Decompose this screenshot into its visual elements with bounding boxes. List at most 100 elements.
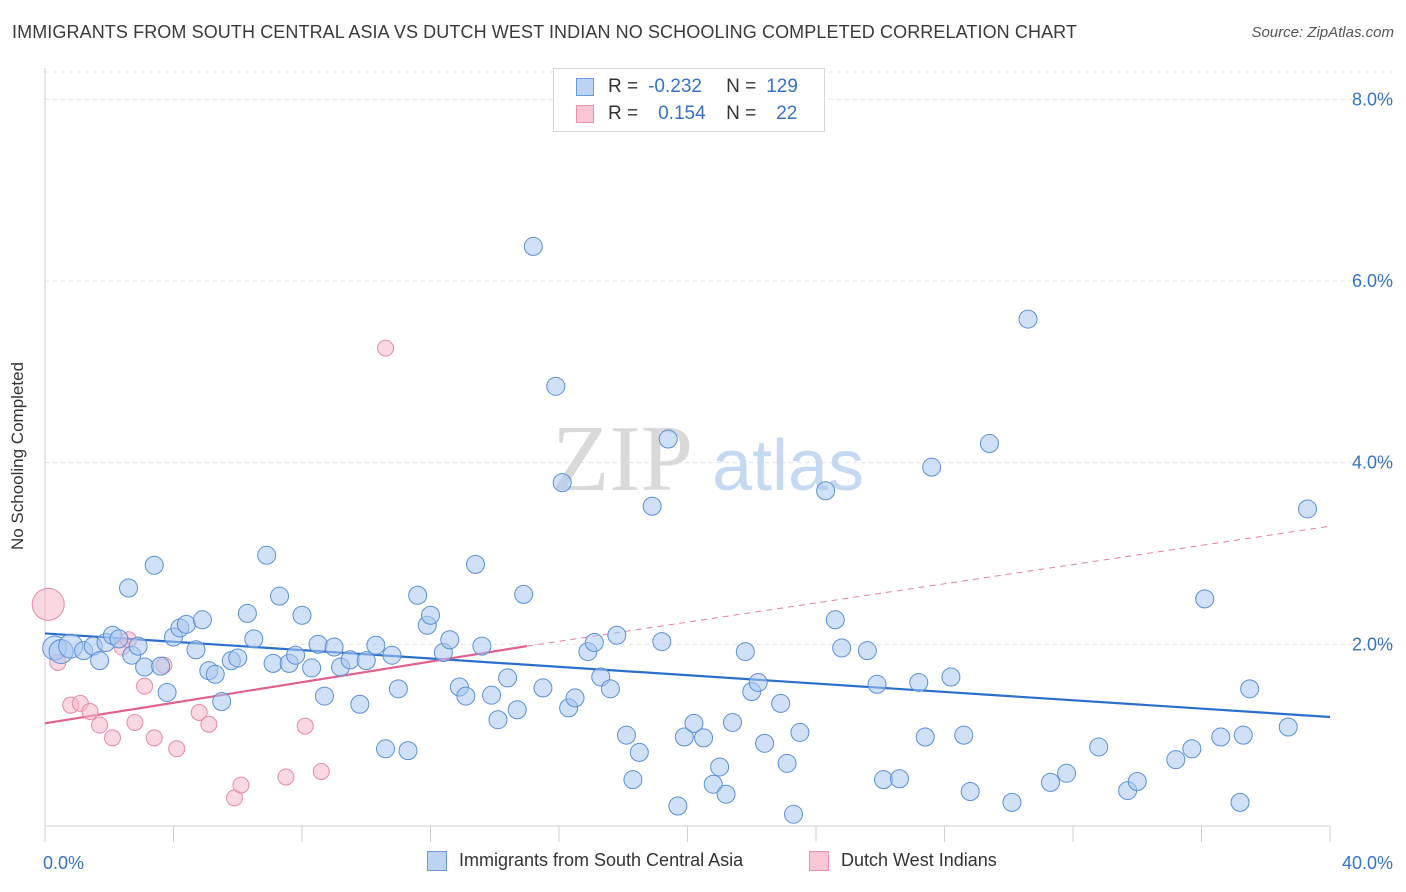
data-point-south-central-asia — [642, 496, 662, 516]
series-swatch-pink — [809, 850, 829, 871]
data-point-south-central-asia — [922, 457, 942, 477]
data-point-dutch-west-indians — [190, 703, 208, 721]
legend-n-value: 129 — [766, 76, 798, 97]
axis-layer — [44, 68, 1331, 842]
data-point-south-central-asia — [735, 642, 755, 662]
data-point-south-central-asia — [270, 586, 290, 606]
data-point-south-central-asia — [1089, 737, 1109, 757]
data-point-south-central-asia — [507, 700, 527, 720]
data-point-south-central-asia — [109, 629, 129, 649]
data-point-south-central-asia — [157, 682, 177, 702]
data-point-south-central-asia — [308, 634, 328, 654]
data-point-south-central-asia — [784, 804, 804, 824]
data-point-dutch-west-indians — [103, 729, 121, 747]
data-point-south-central-asia — [1230, 792, 1250, 812]
chart-title: IMMIGRANTS FROM SOUTH CENTRAL ASIA VS DU… — [12, 22, 1078, 42]
data-point-south-central-asia — [1057, 763, 1077, 783]
data-point-south-central-asia — [186, 640, 206, 660]
trendline-south-central-asia — [44, 632, 1331, 719]
data-point-south-central-asia — [748, 672, 768, 692]
data-point-south-central-asia — [954, 725, 974, 745]
series-label-blue: Immigrants from South Central Asia — [459, 850, 744, 870]
data-point-south-central-asia — [832, 638, 852, 658]
data-point-dutch-west-indians — [312, 762, 330, 780]
data-point-south-central-asia — [263, 653, 283, 673]
legend-r-label: R = — [608, 76, 639, 97]
data-point-south-central-asia — [314, 686, 334, 706]
data-point-south-central-asia — [398, 741, 418, 761]
data-point-south-central-asia — [616, 725, 636, 745]
points-layer — [31, 236, 1318, 824]
data-point-south-central-asia — [1127, 771, 1147, 791]
data-point-south-central-asia — [382, 645, 402, 665]
data-point-south-central-asia — [552, 473, 572, 493]
data-point-south-central-asia — [482, 685, 502, 705]
data-point-south-central-asia — [816, 481, 836, 501]
data-point-south-central-asia — [1182, 739, 1202, 759]
trendline-dutch-west-indians-extension — [526, 525, 1331, 647]
legend-n-label: N = — [726, 76, 757, 97]
watermark: ZIP atlas — [552, 407, 864, 511]
series-legend-pink: Dutch West Indians — [809, 850, 997, 871]
watermark-zip: ZIP — [552, 407, 693, 511]
data-point-south-central-asia — [366, 635, 386, 655]
data-point-south-central-asia — [90, 651, 110, 671]
data-point-south-central-asia — [292, 605, 312, 625]
y-tick-label: 2.0% — [1352, 634, 1393, 654]
data-point-south-central-asia — [205, 664, 225, 684]
data-point-south-central-asia — [456, 686, 476, 706]
data-point-dutch-west-indians — [145, 729, 163, 747]
data-point-dutch-west-indians — [232, 776, 250, 794]
data-point-south-central-asia — [533, 678, 553, 698]
data-point-dutch-west-indians — [31, 587, 65, 621]
data-point-south-central-asia — [629, 742, 649, 762]
data-point-south-central-asia — [286, 645, 306, 665]
tick-label-layer: 2.0% 4.0% 6.0% 8.0% 0.0% 40.0% — [43, 89, 1393, 873]
data-point-dutch-west-indians — [277, 768, 295, 786]
legend-row-blue: R = -0.232 N = 129 — [576, 75, 798, 99]
series-label-pink: Dutch West Indians — [841, 850, 997, 870]
data-point-dutch-west-indians — [200, 715, 218, 733]
data-point-south-central-asia — [135, 657, 155, 677]
data-point-south-central-asia — [523, 236, 543, 256]
data-point-dutch-west-indians — [168, 740, 186, 758]
data-point-south-central-asia — [192, 610, 212, 630]
y-tick-label: 6.0% — [1352, 271, 1393, 291]
data-point-south-central-asia — [979, 434, 999, 454]
data-point-south-central-asia — [324, 637, 344, 657]
data-point-south-central-asia — [584, 632, 604, 652]
data-point-dutch-west-indians — [81, 703, 99, 721]
data-point-south-central-asia — [600, 679, 620, 699]
legend-n-value: 22 — [776, 103, 798, 124]
data-point-south-central-asia — [1018, 309, 1038, 329]
data-point-south-central-asia — [356, 651, 376, 671]
data-point-dutch-west-indians — [136, 677, 154, 695]
data-point-south-central-asia — [960, 781, 980, 801]
data-point-south-central-asia — [1240, 679, 1260, 699]
legend-r-value: 0.154 — [658, 103, 706, 124]
data-point-south-central-asia — [488, 710, 508, 730]
data-point-dutch-west-indians — [91, 716, 109, 734]
data-point-south-central-asia — [915, 727, 935, 747]
data-point-south-central-asia — [790, 722, 810, 742]
data-point-south-central-asia — [857, 641, 877, 661]
x-tick-label: 40.0% — [1342, 853, 1393, 873]
watermark-atlas: atlas — [712, 426, 864, 506]
data-point-south-central-asia — [1211, 727, 1231, 747]
data-point-south-central-asia — [771, 693, 791, 713]
data-point-south-central-asia — [825, 610, 845, 630]
data-point-south-central-asia — [1298, 499, 1318, 519]
data-point-south-central-asia — [514, 584, 534, 604]
y-tick-label: 8.0% — [1352, 89, 1393, 109]
data-point-south-central-asia — [472, 636, 492, 656]
data-point-south-central-asia — [722, 712, 742, 732]
data-point-south-central-asia — [703, 774, 723, 794]
data-point-south-central-asia — [684, 713, 704, 733]
data-point-south-central-asia — [873, 770, 893, 790]
data-point-south-central-asia — [257, 545, 277, 565]
data-point-south-central-asia — [1002, 792, 1022, 812]
data-point-south-central-asia — [350, 694, 370, 714]
data-point-south-central-asia — [867, 674, 887, 694]
data-point-south-central-asia — [244, 629, 264, 649]
